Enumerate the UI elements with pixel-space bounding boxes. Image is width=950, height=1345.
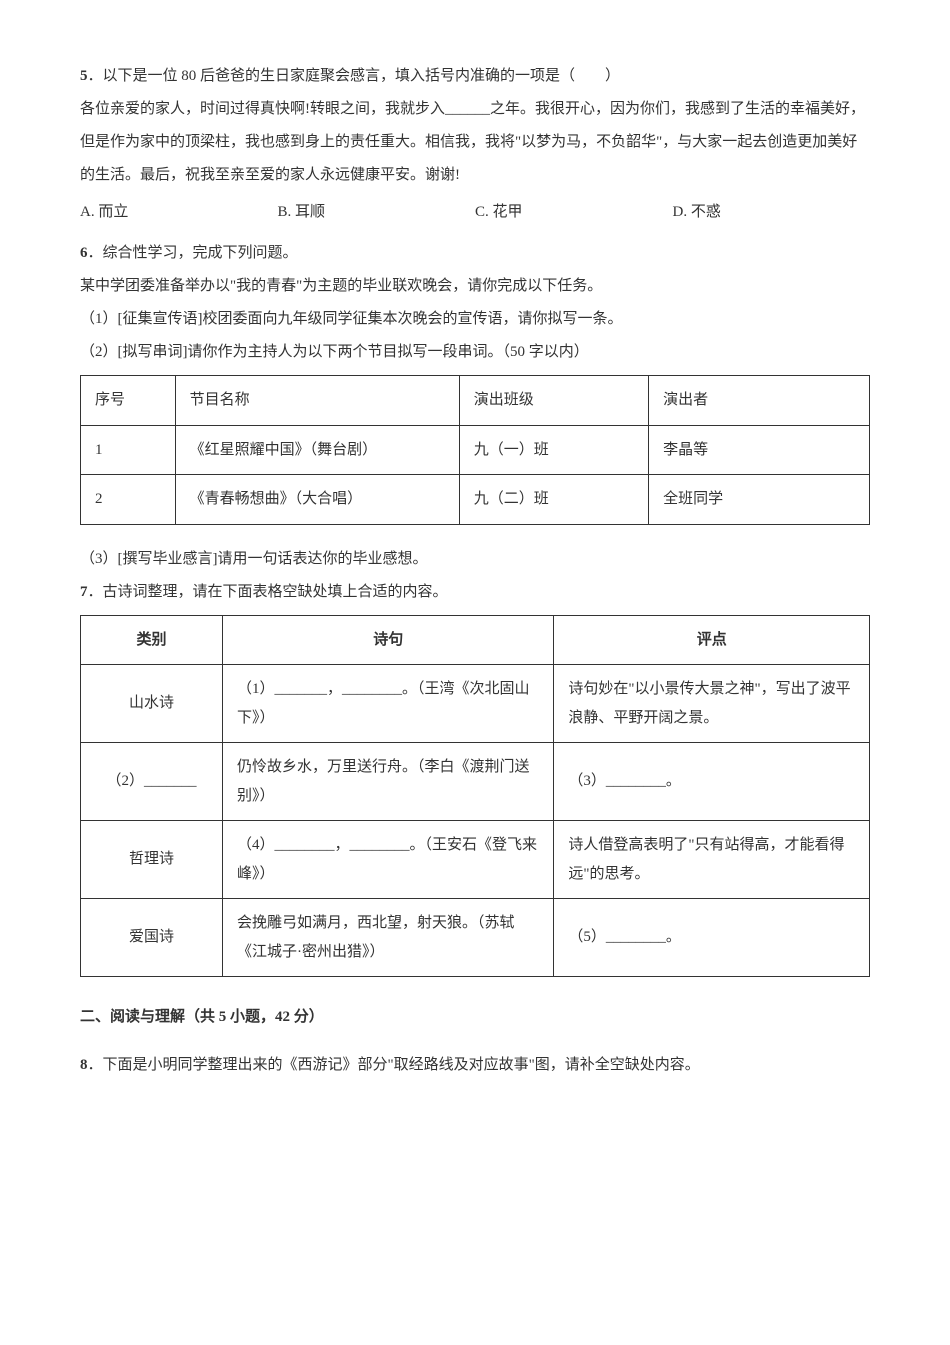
td-verse: （4）________，________。（王安石《登飞来峰》）: [223, 821, 554, 899]
th-verse: 诗句: [223, 615, 554, 665]
td-verse: 仍怜故乡水，万里送行舟。（李白《渡荆门送别》）: [223, 743, 554, 821]
q8-stem-text: ．下面是小明同学整理出来的《西游记》部分"取经路线及对应故事"图，请补全空缺处内…: [88, 1057, 700, 1073]
td-class: 九（一）班: [459, 425, 648, 475]
q6-stem: 6．综合性学习，完成下列问题。: [80, 237, 870, 270]
table-row: （2）_______ 仍怜故乡水，万里送行舟。（李白《渡荆门送别》） （3）__…: [81, 743, 870, 821]
q5-option-d[interactable]: D. 不惑: [673, 196, 871, 229]
q6-stem-text: ．综合性学习，完成下列问题。: [88, 245, 298, 261]
td-performer: 李晶等: [649, 425, 870, 475]
q5-number: 5: [80, 68, 88, 84]
th-program: 节目名称: [175, 376, 459, 426]
td-performer: 全班同学: [649, 475, 870, 525]
section2-title: 二、阅读与理解（共 5 小题，42 分）: [80, 1001, 870, 1034]
table-header-row: 序号 节目名称 演出班级 演出者: [81, 376, 870, 426]
q6-table: 序号 节目名称 演出班级 演出者 1 《红星照耀中国》（舞台剧） 九（一）班 李…: [80, 375, 870, 525]
td-category: （2）_______: [81, 743, 223, 821]
table-row: 山水诗 （1）_______，________。（王湾《次北固山下》） 诗句妙在…: [81, 665, 870, 743]
q5-option-a[interactable]: A. 而立: [80, 196, 278, 229]
q5-passage: 各位亲爱的家人，时间过得真快啊!转眼之间，我就步入______之年。我很开心，因…: [80, 93, 870, 192]
q6-number: 6: [80, 245, 88, 261]
td-category: 爱国诗: [81, 899, 223, 977]
q5-options: A. 而立 B. 耳顺 C. 花甲 D. 不惑: [80, 196, 870, 229]
th-seq: 序号: [81, 376, 176, 426]
td-verse: 会挽雕弓如满月，西北望，射天狼。（苏轼《江城子·密州出猎》）: [223, 899, 554, 977]
td-note: （3）________。: [554, 743, 870, 821]
q8-number: 8: [80, 1057, 88, 1073]
q5-option-c[interactable]: C. 花甲: [475, 196, 673, 229]
table-row: 1 《红星照耀中国》（舞台剧） 九（一）班 李晶等: [81, 425, 870, 475]
table-row: 2 《青春畅想曲》（大合唱） 九（二）班 全班同学: [81, 475, 870, 525]
q6-sub3: （3）[撰写毕业感言]请用一句话表达你的毕业感想。: [80, 543, 870, 576]
q7-number: 7: [80, 584, 88, 600]
td-category: 哲理诗: [81, 821, 223, 899]
th-performer: 演出者: [649, 376, 870, 426]
td-program: 《红星照耀中国》（舞台剧）: [175, 425, 459, 475]
td-note: 诗人借登高表明了"只有站得高，才能看得远"的思考。: [554, 821, 870, 899]
td-seq: 1: [81, 425, 176, 475]
q5-option-b[interactable]: B. 耳顺: [278, 196, 476, 229]
td-note: 诗句妙在"以小景传大景之神"，写出了波平浪静、平野开阔之景。: [554, 665, 870, 743]
td-seq: 2: [81, 475, 176, 525]
td-verse: （1）_______，________。（王湾《次北固山下》）: [223, 665, 554, 743]
q6-sub2: （2）[拟写串词]请你作为主持人为以下两个节目拟写一段串词。（50 字以内）: [80, 336, 870, 369]
th-category: 类别: [81, 615, 223, 665]
q7-stem-text: ．古诗词整理，请在下面表格空缺处填上合适的内容。: [88, 584, 448, 600]
q5-stem-text: ．以下是一位 80 后爸爸的生日家庭聚会感言，填入括号内准确的一项是（ ）: [88, 68, 621, 84]
th-class: 演出班级: [459, 376, 648, 426]
q6-intro: 某中学团委准备举办以"我的青春"为主题的毕业联欢晚会，请你完成以下任务。: [80, 270, 870, 303]
table-row: 哲理诗 （4）________，________。（王安石《登飞来峰》） 诗人借…: [81, 821, 870, 899]
td-class: 九（二）班: [459, 475, 648, 525]
q7-table: 类别 诗句 评点 山水诗 （1）_______，________。（王湾《次北固…: [80, 615, 870, 978]
table-header-row: 类别 诗句 评点: [81, 615, 870, 665]
td-program: 《青春畅想曲》（大合唱）: [175, 475, 459, 525]
td-category: 山水诗: [81, 665, 223, 743]
q5-stem: 5．以下是一位 80 后爸爸的生日家庭聚会感言，填入括号内准确的一项是（ ）: [80, 60, 870, 93]
th-note: 评点: [554, 615, 870, 665]
q6-sub1: （1）[征集宣传语]校团委面向九年级同学征集本次晚会的宣传语，请你拟写一条。: [80, 303, 870, 336]
table-row: 爱国诗 会挽雕弓如满月，西北望，射天狼。（苏轼《江城子·密州出猎》） （5）__…: [81, 899, 870, 977]
q7-stem: 7．古诗词整理，请在下面表格空缺处填上合适的内容。: [80, 576, 870, 609]
q8-stem: 8．下面是小明同学整理出来的《西游记》部分"取经路线及对应故事"图，请补全空缺处…: [80, 1049, 870, 1082]
td-note: （5）________。: [554, 899, 870, 977]
